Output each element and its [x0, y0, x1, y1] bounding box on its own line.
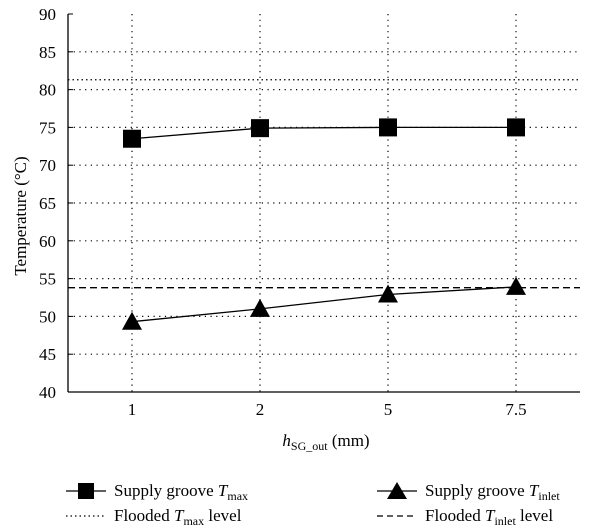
series-line-tinlet	[131, 286, 517, 323]
legend-item-supply-tmax: Supply groove Tmax	[66, 479, 248, 503]
legend-item-supply-tinlet: Supply groove Tinlet	[377, 479, 560, 503]
y-tick-label: 75	[39, 118, 56, 137]
y-tick-label: 40	[39, 383, 56, 402]
legend-label: Supply groove Tinlet	[425, 481, 560, 503]
data-point-tmax	[507, 118, 525, 137]
temperature-chart: 40 45 50 55 60 65 70 75 80 85 90 1 2 5 7.5 Temperature…	[11, 5, 580, 453]
y-tick-label: 90	[39, 5, 56, 24]
gridlines	[68, 14, 580, 392]
data-point-tinlet	[506, 276, 526, 295]
axes	[67, 13, 580, 393]
x-axis-label-unit: (mm)	[328, 431, 370, 450]
dotted-line-icon	[66, 515, 106, 517]
x-tick-label: 2	[256, 400, 265, 419]
y-tick-label: 50	[39, 307, 56, 326]
data-point-tmax	[251, 119, 269, 138]
legend-label: Flooded Tinlet level	[425, 506, 554, 528]
legend-label: Supply groove Tmax	[114, 481, 249, 503]
x-tick-label: 7.5	[505, 400, 526, 419]
y-tick-label: 55	[39, 270, 56, 289]
y-tick-label: 65	[39, 194, 56, 213]
legend-item-flooded-tmax: Flooded Tmax level	[66, 504, 241, 528]
reference-lines	[68, 79, 580, 289]
y-axis-label: Temperature (°C)	[11, 156, 30, 275]
data-point-tinlet	[122, 311, 142, 330]
y-tick-label: 80	[39, 81, 56, 100]
x-axis-label-sub: SG_out	[291, 439, 328, 453]
x-axis-label-var: h	[282, 431, 291, 450]
x-tick-label: 1	[128, 400, 137, 419]
triangle-marker-line-icon	[377, 482, 417, 499]
data-point-tinlet	[378, 284, 398, 303]
legend-label: Flooded Tmax level	[114, 506, 242, 528]
dashed-line-icon	[377, 515, 417, 517]
y-tick-label: 85	[39, 43, 56, 62]
series-line-tmax	[131, 126, 516, 140]
tick-labels: 40 45 50 55 60 65 70 75 80 85 90 1 2 5 7.5	[39, 5, 527, 419]
x-tick-label: 5	[384, 400, 393, 419]
square-marker-line-icon	[66, 483, 106, 499]
x-axis-label: hSG_out (mm)	[282, 431, 369, 453]
y-tick-label: 45	[39, 345, 56, 364]
data-point-tinlet	[250, 298, 270, 317]
y-tick-label: 70	[39, 156, 56, 175]
data-point-tmax	[379, 118, 397, 137]
legend: Supply groove Tmax Supply groove Tinlet …	[0, 476, 594, 529]
y-tick-label: 60	[39, 232, 56, 251]
data-point-tmax	[123, 129, 141, 148]
data-series	[122, 118, 526, 330]
legend-item-flooded-tinlet: Flooded Tinlet level	[377, 504, 553, 528]
